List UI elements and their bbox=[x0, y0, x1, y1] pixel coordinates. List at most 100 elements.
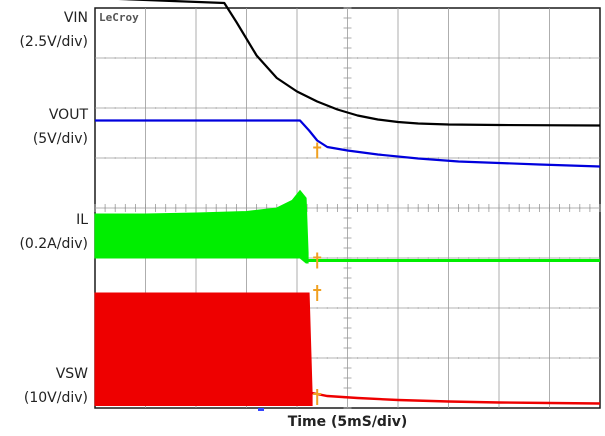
grid-dot bbox=[559, 157, 561, 159]
grid-dot bbox=[336, 157, 338, 159]
grid-dot bbox=[367, 307, 369, 309]
grid-dot bbox=[235, 57, 237, 59]
label-vsw: VSW (10V/div) bbox=[24, 366, 88, 406]
grid-dot bbox=[407, 107, 409, 109]
grid-dot bbox=[155, 107, 157, 109]
grid-dot bbox=[357, 257, 359, 259]
grid-dot bbox=[427, 107, 429, 109]
grid-dot bbox=[579, 357, 581, 359]
grid-dot bbox=[377, 107, 379, 109]
grid-dot bbox=[387, 107, 389, 109]
grid-dot bbox=[357, 307, 359, 309]
grid-dot bbox=[478, 307, 480, 309]
label-vsw-scale: (10V/div) bbox=[23, 390, 88, 406]
grid-dot bbox=[306, 107, 308, 109]
grid-dot bbox=[316, 357, 318, 359]
label-il-scale: (0.2A/div) bbox=[19, 236, 88, 252]
grid-dot bbox=[215, 107, 217, 109]
grid-dot bbox=[336, 357, 338, 359]
grid-dot bbox=[528, 57, 530, 59]
grid-dot bbox=[225, 57, 227, 59]
grid-dot bbox=[377, 57, 379, 59]
grid-dot bbox=[518, 107, 520, 109]
grid-dot bbox=[579, 107, 581, 109]
grid-dot bbox=[357, 157, 359, 159]
trace-vout bbox=[95, 119, 601, 168]
grid-dot bbox=[367, 57, 369, 59]
scope-grid bbox=[94, 7, 601, 409]
grid-dot bbox=[124, 107, 126, 109]
grid-dot bbox=[124, 57, 126, 59]
grid-dot bbox=[569, 257, 571, 259]
grid-dot bbox=[589, 257, 591, 259]
grid-dot bbox=[336, 57, 338, 59]
label-vin: VIN (2.5V/div) bbox=[19, 10, 88, 50]
grid-dot bbox=[437, 257, 439, 259]
grid-dot bbox=[468, 107, 470, 109]
grid-dot bbox=[437, 157, 439, 159]
grid-dot bbox=[437, 107, 439, 109]
grid-dot bbox=[458, 157, 460, 159]
grid-dot bbox=[579, 157, 581, 159]
grid-dot bbox=[478, 157, 480, 159]
grid-dot bbox=[336, 257, 338, 259]
grid-dot bbox=[165, 157, 167, 159]
grid-dot bbox=[579, 307, 581, 309]
grid-dot bbox=[185, 157, 187, 159]
label-vout: VOUT (5V/div) bbox=[33, 107, 88, 147]
grid-dot bbox=[589, 357, 591, 359]
grid-dot bbox=[488, 57, 490, 59]
grid-dot bbox=[569, 357, 571, 359]
grid-dot bbox=[488, 107, 490, 109]
grid-dot bbox=[134, 107, 136, 109]
grid-dot bbox=[256, 57, 258, 59]
grid-dot bbox=[488, 307, 490, 309]
label-vout-name: VOUT bbox=[48, 107, 88, 123]
grid-dot bbox=[427, 307, 429, 309]
grid-dot bbox=[114, 107, 116, 109]
grid-dot bbox=[427, 357, 429, 359]
grid-dot bbox=[589, 307, 591, 309]
grid-dot bbox=[306, 57, 308, 59]
grid-dot bbox=[528, 307, 530, 309]
grid-dot bbox=[104, 157, 106, 159]
grid-dot bbox=[458, 57, 460, 59]
grid-dot bbox=[387, 257, 389, 259]
grid-dot bbox=[326, 257, 328, 259]
grid-dot bbox=[559, 307, 561, 309]
grid-dot bbox=[114, 57, 116, 59]
grid-dot bbox=[488, 157, 490, 159]
grid-dot bbox=[286, 157, 288, 159]
grid-dot bbox=[134, 157, 136, 159]
grid-dot bbox=[175, 157, 177, 159]
grid-dot bbox=[427, 257, 429, 259]
grid-dot bbox=[387, 57, 389, 59]
grid-dot bbox=[316, 307, 318, 309]
grid-dot bbox=[407, 307, 409, 309]
grid-dot bbox=[387, 157, 389, 159]
grid-dot bbox=[306, 157, 308, 159]
grid-dot bbox=[225, 107, 227, 109]
grid-dot bbox=[478, 107, 480, 109]
grid-dot bbox=[407, 57, 409, 59]
grid-dot bbox=[367, 157, 369, 159]
grid-dot bbox=[124, 157, 126, 159]
grid-dot bbox=[569, 57, 571, 59]
grid-dot bbox=[367, 107, 369, 109]
grid-dot bbox=[538, 307, 540, 309]
grid-dot bbox=[266, 157, 268, 159]
grid-dot bbox=[205, 107, 207, 109]
grid-dot bbox=[589, 57, 591, 59]
grid-dot bbox=[427, 57, 429, 59]
grid-dot bbox=[468, 157, 470, 159]
label-vout-scale: (5V/div) bbox=[32, 131, 88, 147]
grid-dot bbox=[569, 107, 571, 109]
grid-dot bbox=[256, 157, 258, 159]
grid-dot bbox=[276, 107, 278, 109]
grid-dot bbox=[508, 307, 510, 309]
grid-dot bbox=[357, 357, 359, 359]
grid-dot bbox=[357, 107, 359, 109]
grid-dot bbox=[458, 257, 460, 259]
label-vin-name: VIN bbox=[63, 10, 88, 26]
x-axis-label: Time (5mS/div) bbox=[287, 414, 408, 430]
